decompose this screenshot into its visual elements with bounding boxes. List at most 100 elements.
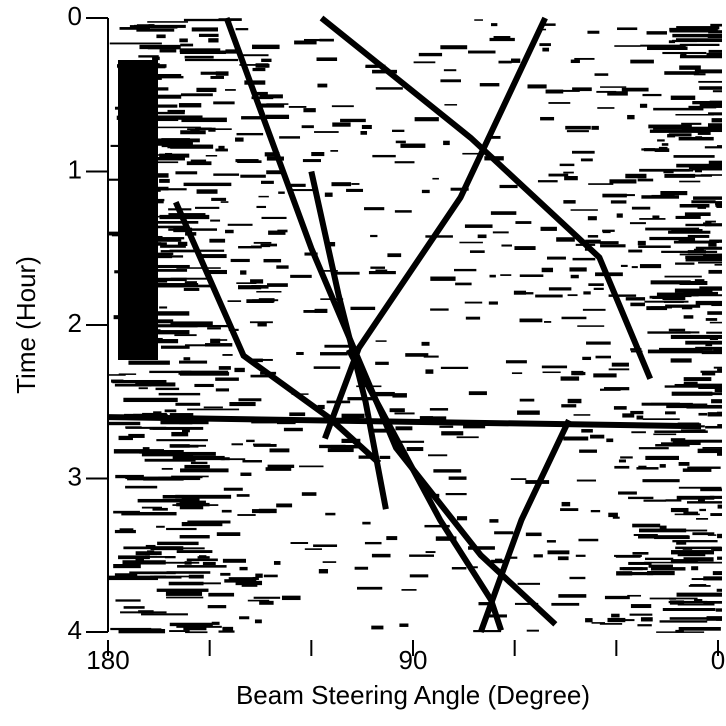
streak: [142, 447, 150, 452]
streak: [670, 507, 689, 513]
streak: [200, 254, 227, 259]
streak: [673, 155, 715, 158]
streak: [154, 237, 185, 240]
streak: [132, 269, 188, 272]
streak: [113, 510, 140, 514]
streak: [649, 597, 698, 600]
streak: [365, 64, 386, 68]
streak: [156, 525, 165, 528]
streak: [715, 201, 722, 206]
streak: [220, 201, 229, 203]
streak: [174, 334, 197, 337]
streak: [703, 222, 712, 225]
streak: [317, 404, 325, 410]
streak: [250, 279, 264, 284]
streak: [205, 155, 218, 157]
streak: [566, 130, 589, 133]
streak: [139, 44, 181, 50]
streak: [587, 216, 597, 221]
streak: [429, 408, 449, 411]
streak: [409, 574, 429, 578]
streak: [491, 559, 509, 564]
streak: [682, 468, 712, 472]
streak: [709, 100, 722, 103]
streak: [441, 431, 464, 436]
streak: [642, 479, 680, 483]
streak: [477, 234, 487, 239]
streak: [575, 554, 586, 557]
streak: [302, 159, 321, 163]
streak: [675, 546, 722, 550]
streak: [638, 245, 671, 248]
streak: [375, 87, 403, 90]
streak: [181, 497, 200, 502]
streak: [703, 600, 722, 604]
streak: [146, 119, 173, 121]
streak: [267, 464, 295, 468]
streak: [698, 387, 722, 390]
y-tick-label: 1: [68, 154, 82, 184]
streak: [445, 493, 467, 496]
streak: [153, 411, 162, 416]
streak: [640, 617, 653, 622]
streak: [325, 512, 336, 516]
streak: [675, 262, 695, 265]
streak: [557, 556, 569, 561]
streak: [590, 509, 601, 513]
streak: [657, 139, 665, 142]
streak: [628, 561, 652, 565]
streak: [697, 392, 722, 396]
streak: [405, 353, 429, 357]
streak: [432, 177, 439, 180]
streak: [159, 306, 168, 309]
streak: [474, 19, 483, 21]
streak: [261, 58, 272, 62]
streak: [572, 87, 592, 92]
streak: [159, 153, 190, 158]
streak: [630, 59, 654, 64]
streak: [375, 269, 388, 274]
streak: [679, 203, 710, 208]
streak: [556, 237, 575, 242]
streak: [289, 412, 306, 417]
streak: [425, 369, 434, 374]
streak: [574, 57, 595, 60]
streak: [542, 371, 561, 374]
streak: [625, 297, 646, 301]
streak: [683, 381, 698, 386]
streak: [180, 130, 206, 135]
streak: [603, 387, 630, 391]
streak: [669, 617, 713, 620]
streak: [204, 343, 233, 347]
streak: [394, 412, 415, 415]
streak: [210, 338, 221, 343]
streak: [641, 402, 680, 406]
streak: [440, 45, 468, 50]
streak: [595, 355, 611, 359]
track: [308, 170, 389, 510]
streak: [650, 280, 691, 285]
streak: [489, 274, 496, 278]
streak: [517, 410, 540, 415]
streak: [561, 501, 571, 507]
streak: [277, 229, 288, 233]
streak: [608, 294, 637, 297]
streak: [716, 618, 722, 621]
streak: [197, 556, 210, 559]
streak: [717, 424, 722, 429]
streak: [585, 239, 601, 244]
streak: [196, 189, 218, 194]
streak: [579, 449, 597, 453]
streak: [254, 619, 262, 624]
streak: [443, 69, 457, 72]
streak: [208, 38, 219, 43]
streak: [240, 472, 252, 476]
streak: [169, 413, 194, 417]
streak: [330, 150, 339, 152]
streak: [208, 592, 235, 597]
streak: [155, 387, 180, 391]
streak: [713, 547, 722, 552]
streak: [147, 21, 189, 23]
streak: [227, 300, 242, 302]
streak: [190, 159, 207, 163]
